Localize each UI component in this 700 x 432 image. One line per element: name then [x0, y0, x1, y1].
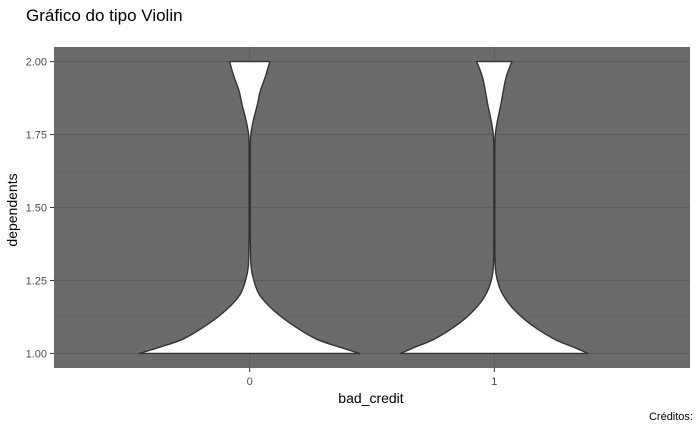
y-tick-label: 1.75: [26, 130, 47, 142]
violins: [138, 60, 589, 355]
y-tick-label: 1.50: [26, 203, 47, 215]
x-axis-title: bad_credit: [338, 390, 403, 406]
y-tick-label: 2.00: [26, 57, 47, 69]
chart-caption: Créditos:: [649, 411, 693, 423]
x-tick-label: 1: [491, 376, 497, 388]
chart-title: Gráfico do tipo Violin: [26, 6, 183, 25]
violin-1: [400, 60, 589, 355]
y-tick-label: 1.00: [26, 348, 47, 360]
y-axis-title: dependents: [4, 173, 20, 246]
y-axis-ticks: 1.00 1.25 1.50 1.75 2.00: [26, 57, 54, 360]
x-tick-label: 0: [247, 376, 253, 388]
violin-0: [138, 60, 361, 355]
y-tick-label: 1.25: [26, 275, 47, 287]
